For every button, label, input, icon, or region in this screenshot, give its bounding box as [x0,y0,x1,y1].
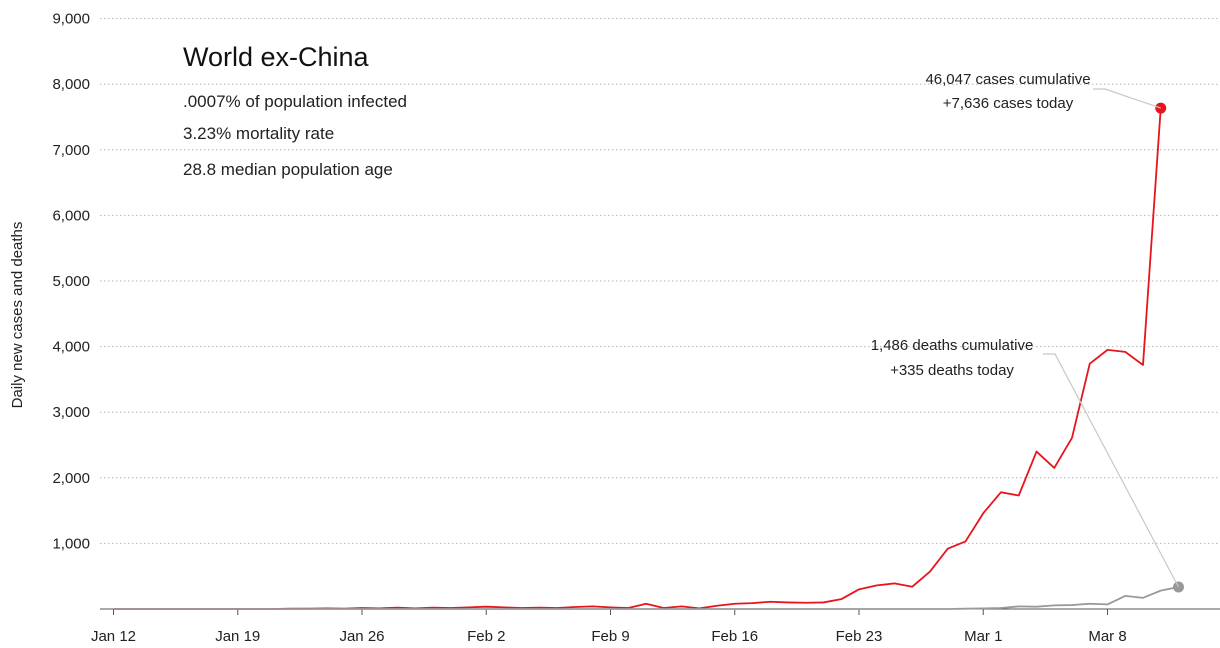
x-tick-label: Jan 19 [215,628,260,645]
y-tick-label: 9,000 [52,11,90,28]
annotation-cases-line-2: +7,636 cases today [943,95,1074,112]
y-tick-label: 7,000 [52,142,90,159]
subtitle-line-2: 3.23% mortality rate [183,124,334,143]
x-tick-label: Mar 1 [964,628,1002,645]
subtitle-line-3: 28.8 median population age [183,160,393,179]
annotation-leader-deaths [1043,353,1180,588]
series-line-deaths [113,586,1179,610]
y-axis: 1,000 2,000 3,000 4,000 5,000 6,000 7,000 8,000… [52,11,90,553]
x-tick-label: Jan 26 [339,628,384,645]
y-tick-label: 2,000 [52,470,90,487]
series-line-cases [113,108,1162,610]
x-tick-label: Feb 23 [836,628,883,645]
annotation-deaths-line-2: +335 deaths today [890,362,1014,379]
y-tick-label: 3,000 [52,404,90,421]
x-tick-label: Feb 16 [711,628,758,645]
series-end-point-deaths [1173,581,1184,593]
grid [100,18,1220,544]
annotations: 46,047 cases cumulative +7,636 cases toda… [871,71,1180,588]
x-tick-label: Mar 8 [1088,628,1126,645]
y-tick-label: 6,000 [52,207,90,224]
x-tick-label: Feb 2 [467,628,505,645]
y-tick-label: 5,000 [52,273,90,290]
x-tick-label: Jan 12 [91,628,136,645]
annotation-leader-cases [1093,88,1161,109]
x-tick-label: Feb 9 [591,628,629,645]
subtitle-line-1: .0007% of population infected [183,92,407,111]
y-tick-label: 8,000 [52,76,90,93]
y-tick-label: 1,000 [52,535,90,552]
y-axis-label: Daily new cases and deaths [9,222,26,409]
chart-title: World ex-China [183,42,370,72]
annotation-cases-line-1: 46,047 cases cumulative [925,71,1090,88]
annotation-deaths-line-1: 1,486 deaths cumulative [871,337,1034,354]
x-axis: Jan 12 Jan 19 Jan 26 Feb 2 Feb 9 Feb 16 Feb 23… [91,608,1220,645]
y-tick-label: 4,000 [52,339,90,356]
